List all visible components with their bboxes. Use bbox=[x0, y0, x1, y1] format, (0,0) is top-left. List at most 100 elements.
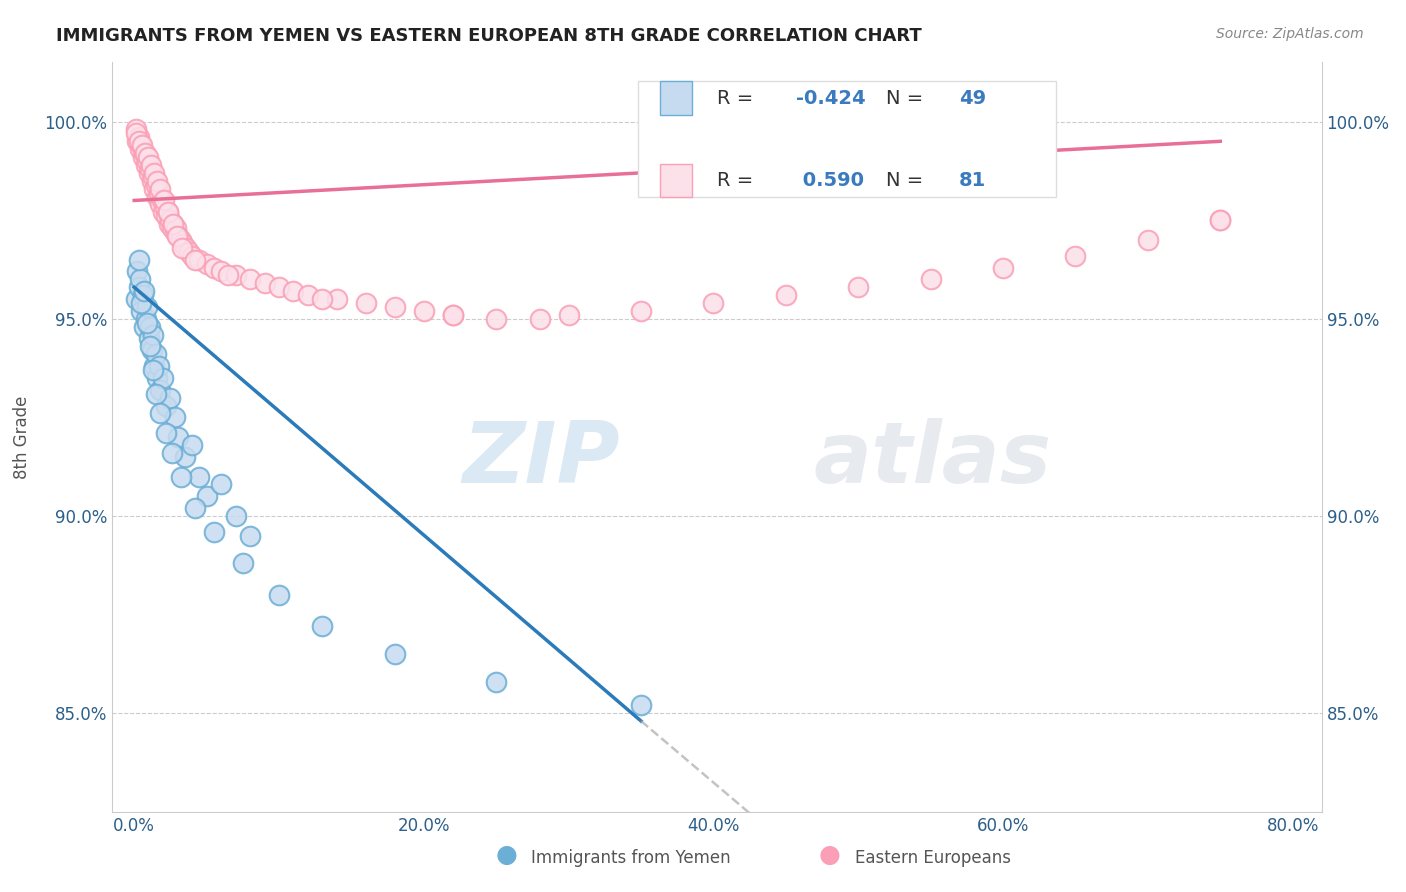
Point bbox=[155, 399, 177, 413]
Point bbox=[135, 158, 157, 172]
Point bbox=[153, 194, 176, 208]
Text: atlas: atlas bbox=[814, 418, 1052, 501]
Point bbox=[134, 284, 156, 298]
Point bbox=[128, 252, 150, 267]
Text: ●: ● bbox=[818, 843, 841, 867]
Point bbox=[630, 698, 652, 713]
Point bbox=[129, 272, 152, 286]
Point bbox=[136, 316, 159, 330]
Point bbox=[138, 331, 160, 345]
Point bbox=[142, 166, 165, 180]
Point bbox=[160, 446, 183, 460]
Point bbox=[139, 161, 162, 176]
Point bbox=[142, 169, 165, 184]
Point bbox=[165, 221, 187, 235]
Text: ●: ● bbox=[495, 843, 517, 867]
Point bbox=[181, 249, 204, 263]
Point bbox=[202, 524, 225, 539]
Point bbox=[217, 268, 239, 283]
Point bbox=[163, 225, 186, 239]
Text: R =: R = bbox=[717, 88, 759, 108]
Text: ■: ■ bbox=[662, 167, 689, 194]
Point bbox=[485, 311, 508, 326]
Point bbox=[142, 363, 165, 377]
Point bbox=[145, 178, 167, 192]
Point bbox=[159, 391, 181, 405]
Text: ZIP: ZIP bbox=[463, 418, 620, 501]
Point bbox=[188, 252, 211, 267]
Point bbox=[124, 122, 146, 136]
Point bbox=[166, 229, 188, 244]
Point bbox=[125, 127, 148, 141]
Point bbox=[127, 134, 149, 148]
Point bbox=[283, 284, 305, 298]
Point bbox=[1209, 213, 1232, 227]
Point bbox=[557, 308, 579, 322]
Point bbox=[297, 288, 319, 302]
Point bbox=[152, 205, 174, 219]
Point bbox=[170, 241, 193, 255]
Point bbox=[179, 244, 201, 259]
Point bbox=[1064, 249, 1087, 263]
Text: 0.590: 0.590 bbox=[796, 171, 863, 190]
Point bbox=[184, 252, 207, 267]
Text: Eastern Europeans: Eastern Europeans bbox=[855, 849, 1011, 867]
Point bbox=[209, 264, 232, 278]
Point bbox=[156, 205, 179, 219]
Text: N =: N = bbox=[886, 171, 929, 190]
Point bbox=[124, 292, 146, 306]
Point bbox=[150, 194, 173, 208]
Point bbox=[129, 142, 152, 156]
Point bbox=[529, 311, 551, 326]
Point bbox=[991, 260, 1014, 275]
Point bbox=[139, 319, 162, 334]
Point bbox=[184, 501, 207, 516]
Point bbox=[225, 508, 247, 523]
Point bbox=[846, 280, 869, 294]
Point bbox=[141, 174, 163, 188]
Point bbox=[702, 296, 724, 310]
Point bbox=[131, 304, 153, 318]
Point bbox=[173, 450, 195, 464]
Point bbox=[134, 146, 156, 161]
Point bbox=[169, 469, 191, 483]
Point bbox=[135, 311, 157, 326]
Point bbox=[145, 386, 167, 401]
Point bbox=[166, 229, 188, 244]
Point bbox=[145, 347, 167, 361]
Point bbox=[384, 647, 406, 661]
Point bbox=[1136, 233, 1159, 247]
Point bbox=[142, 327, 165, 342]
Text: ■: ■ bbox=[662, 84, 689, 112]
FancyBboxPatch shape bbox=[638, 81, 1056, 197]
Point bbox=[326, 292, 349, 306]
Point bbox=[155, 426, 177, 441]
Point bbox=[143, 359, 166, 373]
Point bbox=[485, 674, 508, 689]
Point bbox=[132, 150, 155, 164]
Point bbox=[775, 288, 797, 302]
Point bbox=[267, 588, 290, 602]
Point bbox=[136, 154, 159, 169]
Point bbox=[127, 264, 149, 278]
Point bbox=[128, 130, 150, 145]
Point bbox=[267, 280, 290, 294]
Point bbox=[128, 280, 150, 294]
Point bbox=[131, 138, 153, 153]
Point bbox=[239, 272, 262, 286]
Point bbox=[441, 308, 464, 322]
Point bbox=[1209, 213, 1232, 227]
Point bbox=[143, 181, 166, 195]
Point bbox=[139, 339, 162, 353]
Point bbox=[225, 268, 247, 283]
Text: IMMIGRANTS FROM YEMEN VS EASTERN EUROPEAN 8TH GRADE CORRELATION CHART: IMMIGRANTS FROM YEMEN VS EASTERN EUROPEA… bbox=[56, 27, 922, 45]
Point bbox=[253, 277, 276, 291]
Point bbox=[162, 217, 184, 231]
Text: N =: N = bbox=[886, 88, 929, 108]
Point bbox=[149, 406, 172, 420]
Text: -0.424: -0.424 bbox=[796, 88, 865, 108]
Point bbox=[195, 489, 218, 503]
Point bbox=[209, 477, 232, 491]
Point bbox=[157, 205, 180, 219]
Point bbox=[132, 288, 155, 302]
